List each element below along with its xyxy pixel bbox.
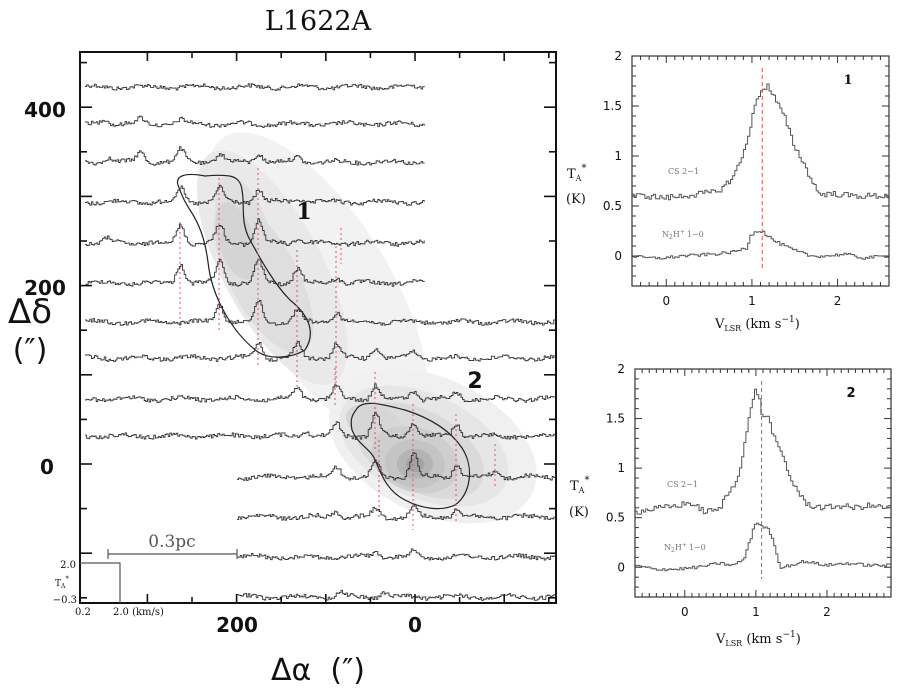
spectrum-row xyxy=(85,146,425,166)
panel2-label: 2 xyxy=(846,386,855,401)
spectrum-row xyxy=(85,383,556,404)
contour-core-2 xyxy=(350,402,470,510)
panel-ytick-label: 1.5 xyxy=(603,99,622,113)
contour-core-1 xyxy=(176,173,311,358)
map-ticks xyxy=(80,52,556,603)
panel1-n2h-label: N2H+ 1−0 xyxy=(662,229,704,241)
xtick-0: 0 xyxy=(408,613,422,637)
spectrum-row xyxy=(237,452,556,481)
panel-xtick-label: 1 xyxy=(752,605,760,619)
panel1-xlabel: VLSR (km s−1) xyxy=(714,315,800,333)
panel-xtick-label: 0 xyxy=(662,294,670,308)
n2h-spectrum-line xyxy=(634,522,891,572)
cs-spectrum-line xyxy=(631,83,889,201)
map-frame xyxy=(79,51,557,604)
spectrum-row xyxy=(85,411,556,440)
panel-xtick-label: 2 xyxy=(834,294,842,308)
xlabel: Δα (″) xyxy=(271,653,365,688)
cs-spectrum-line xyxy=(634,388,891,516)
panel-ytick-label: 0.5 xyxy=(606,511,625,525)
main-map-panel: L1622A 400 200 0 Δδ (″) 200 0 Δα (″) 1 2… xyxy=(8,6,557,688)
core-label-2: 2 xyxy=(467,369,482,394)
spectrum-row xyxy=(85,115,425,128)
panel-ytick-label: 0.5 xyxy=(603,199,622,213)
panel-ytick-label: 0 xyxy=(617,560,625,574)
panel1-ylabel-ta: TA* xyxy=(567,163,586,183)
ylabel-unit: (″) xyxy=(13,333,48,368)
panel-xtick-label: 1 xyxy=(748,294,756,308)
spectrum-row xyxy=(237,589,556,601)
scale-bar-label: 0.3pc xyxy=(148,532,195,552)
panel2-n2h-label: N2H+ 1−0 xyxy=(664,542,706,554)
grey-level-4 xyxy=(215,202,258,280)
core-label-1: 1 xyxy=(296,199,311,225)
panel-ytick-label: 1 xyxy=(614,149,622,163)
box-ybottom: −0.3 xyxy=(53,595,77,606)
map-title: L1622A xyxy=(265,6,372,37)
velocity-marker-lines xyxy=(179,168,496,530)
panel2-xlabel: VLSR (km s−1) xyxy=(715,630,801,648)
ytick-0: 0 xyxy=(40,455,54,479)
spectrum-panel-2: 0 0.5 1 1.5 2 0 1 2 2 CS 2−1 N2H+ 1−0 TA* (K) VL… xyxy=(569,362,892,648)
xtick-200: 200 xyxy=(216,613,258,637)
panel2-ylabel-unit: (K) xyxy=(569,505,589,520)
panel1-cs-label: CS 2−1 xyxy=(668,167,699,176)
spectra-grid xyxy=(85,83,556,601)
panel-ytick-label: 1.5 xyxy=(606,412,625,426)
n2h-greyscale-map xyxy=(196,132,537,524)
panel1-label: 1 xyxy=(843,73,852,88)
panel1-ylabel-unit: (K) xyxy=(566,192,586,207)
panel-xtick-label: 2 xyxy=(823,605,831,619)
spectrum-row xyxy=(237,548,556,561)
box-xright: 2.0 (km/s) xyxy=(113,607,164,618)
ytick-200: 200 xyxy=(24,276,66,300)
panel-ytick-label: 1 xyxy=(617,461,625,475)
panel2-cs-label: CS 2−1 xyxy=(667,480,698,489)
panel2-ylabel-ta: TA* xyxy=(570,475,589,495)
spectrum-row xyxy=(85,83,425,92)
spectrum-row xyxy=(85,218,425,247)
panel-xtick-label: 0 xyxy=(681,605,689,619)
box-ta-label: TA* xyxy=(55,575,69,590)
ylabel-delta: Δδ xyxy=(8,292,52,332)
grey-level-7 xyxy=(406,456,424,472)
n2h-spectrum-line xyxy=(631,230,889,260)
spectrum-row xyxy=(85,300,556,326)
panel-ytick-label: 2 xyxy=(614,49,622,63)
spectrum-panel-1: 0 0.5 1 1.5 2 0 1 2 1 CS 2−1 N2H+ 1−0 TA* (K) VL… xyxy=(566,49,890,333)
panel-ytick-label: 0 xyxy=(614,249,622,263)
ytick-400: 400 xyxy=(24,98,66,122)
spectrum-row xyxy=(237,503,556,521)
panel-ytick-label: 2 xyxy=(617,362,625,376)
box-ytop: 2.0 xyxy=(60,560,76,571)
scale-bar: 0.3pc xyxy=(107,532,238,559)
spectrum-row xyxy=(85,340,556,362)
spectrum-row xyxy=(85,258,425,287)
spectrum-row xyxy=(85,184,425,206)
contour-outlines xyxy=(176,173,470,510)
box-xleft: 0.2 xyxy=(75,607,91,618)
spectrum-scale-box: 2.0 −0.3 TA* 0.2 2.0 (km/s) xyxy=(53,560,164,618)
